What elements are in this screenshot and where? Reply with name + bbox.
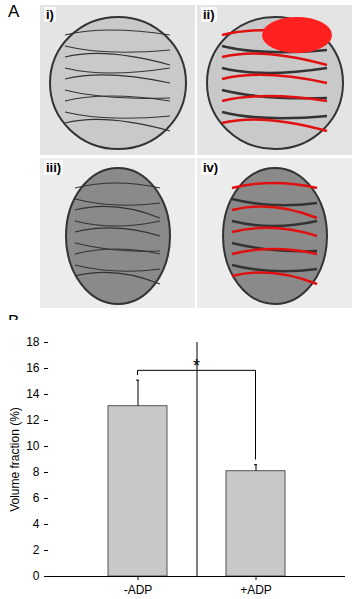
html-text:iii): iii) [46, 160, 62, 175]
svg-text:16: 16 [26, 361, 40, 375]
svg-text:2: 2 [33, 543, 40, 557]
html-text:i): i) [46, 7, 54, 22]
svg-text:8: 8 [33, 465, 40, 479]
svg-text:14: 14 [26, 387, 40, 401]
svg-text:0: 0 [33, 569, 40, 583]
svg-text:Volume fraction (%): Volume fraction (%) [8, 407, 22, 512]
svg-text:-ADP: -ADP [124, 583, 153, 597]
svg-text:*: * [193, 356, 200, 376]
html-text:iv): iv) [203, 160, 219, 175]
svg-text:10: 10 [26, 439, 40, 453]
svg-text:4: 4 [33, 517, 40, 531]
svg-text:6: 6 [33, 491, 40, 505]
html-text:B: B [8, 312, 20, 331]
svg-text:+ADP: +ADP [240, 583, 272, 597]
svg-text:18: 18 [26, 335, 40, 349]
html-text:ii): ii) [203, 7, 215, 22]
html-text:A: A [8, 2, 20, 21]
svg-text:12: 12 [26, 413, 40, 427]
